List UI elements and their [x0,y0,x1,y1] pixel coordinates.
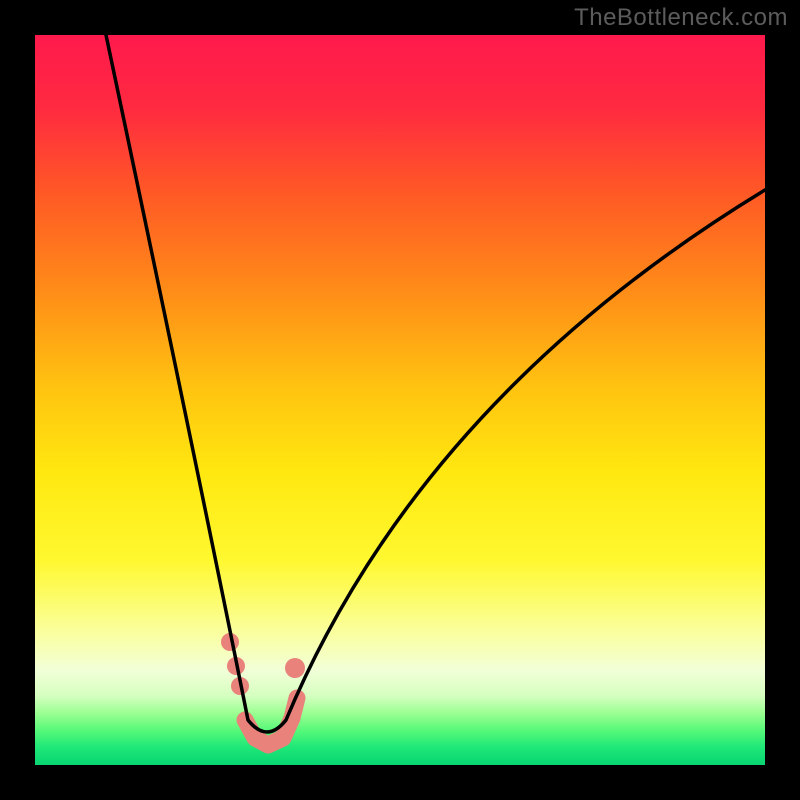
watermark-label: TheBottleneck.com [574,4,788,32]
bottleneck-chart [0,0,800,800]
chart-container: TheBottleneck.com [0,0,800,800]
gradient-background [35,35,765,765]
marker-dot [285,658,305,678]
